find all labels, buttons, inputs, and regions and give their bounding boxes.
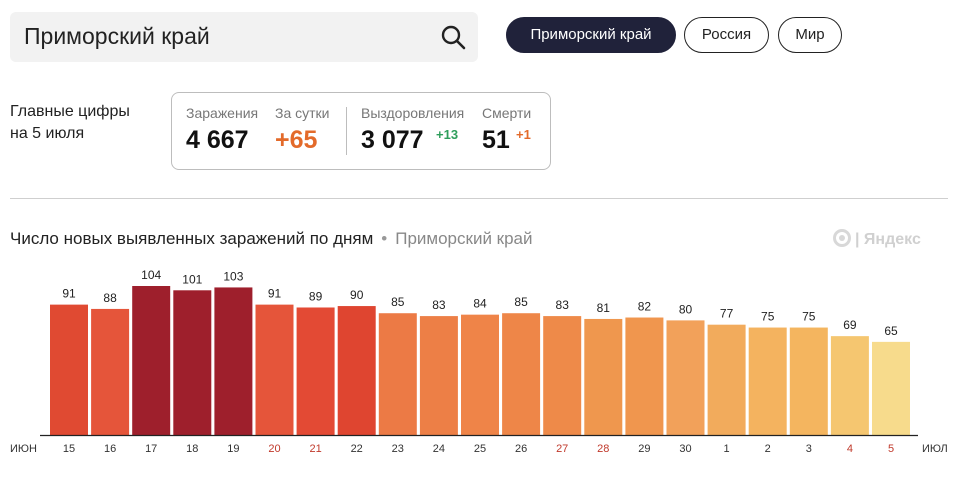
x-tick-label: 22 [351, 443, 363, 455]
search-box[interactable]: Приморский край [10, 12, 478, 62]
x-tick-label: 26 [515, 443, 527, 455]
bar [173, 290, 212, 435]
data-label: 83 [556, 298, 570, 312]
x-tick-label: 2 [765, 443, 771, 455]
data-label: 103 [223, 269, 243, 283]
recovered-label: Выздоровления [361, 105, 465, 121]
summary-divider [346, 107, 347, 155]
region-button-russia[interactable]: Россия [684, 17, 769, 53]
deaths-value: 51 [482, 126, 510, 154]
deaths-delta: +1 [516, 127, 531, 142]
bar [502, 313, 541, 435]
bar [872, 341, 910, 435]
summary-stats: Заражения 4 667 За сутки +65 Выздоровлен… [171, 92, 551, 170]
section-divider [10, 198, 948, 199]
x-tick-label: 15 [63, 443, 75, 455]
bar [132, 286, 171, 435]
recovered-delta: +13 [436, 127, 459, 142]
bar [378, 313, 417, 435]
deaths-label: Смерти [482, 105, 532, 121]
x-tick-label: 4 [847, 443, 853, 455]
infections-value: 4 667 [186, 126, 249, 154]
x-tick-label: 20 [268, 443, 280, 455]
bar [296, 307, 335, 435]
x-tick-label: 28 [597, 443, 609, 455]
data-label: 104 [141, 268, 161, 282]
bar [748, 327, 787, 435]
region-button-primorsky[interactable]: Приморский край [506, 17, 676, 53]
x-axis-end-label: ИЮЛ [922, 443, 948, 455]
bar [666, 320, 705, 435]
data-label: 75 [761, 310, 775, 324]
data-label: 84 [473, 297, 487, 311]
daily-label: За сутки [275, 105, 330, 121]
bar [584, 318, 623, 435]
data-label: 65 [884, 324, 898, 338]
region-button-world[interactable]: Мир [778, 17, 842, 53]
search-input[interactable]: Приморский край [24, 23, 210, 49]
bar [789, 327, 828, 435]
data-label: 89 [309, 289, 323, 303]
x-tick-label: 5 [888, 443, 894, 455]
bar [625, 317, 664, 435]
yandex-logo-icon [833, 229, 851, 247]
infections-label: Заражения [186, 105, 259, 121]
bar [50, 304, 88, 435]
x-tick-label: 30 [679, 443, 691, 455]
chart-title-main: Число новых выявленных заражений по дням [10, 229, 374, 248]
data-label: 75 [802, 310, 816, 324]
bar [830, 336, 869, 435]
bar [707, 324, 746, 435]
bar [461, 314, 499, 435]
search-icon[interactable] [440, 24, 466, 50]
yandex-logo: | Яндекс [833, 229, 921, 249]
x-tick-label: 21 [309, 443, 321, 455]
daily-value: +65 [275, 126, 318, 154]
chart-title-separator: • [381, 229, 388, 248]
yandex-logo-text: | Яндекс [855, 231, 921, 248]
x-tick-label: 25 [474, 443, 486, 455]
x-tick-label: 1 [724, 443, 730, 455]
x-tick-label: 19 [227, 443, 239, 455]
summary-heading: Главные цифры на 5 июля [10, 101, 130, 145]
data-label: 83 [432, 298, 446, 312]
bar-chart: 9115881610417101181031991208921902285238… [10, 268, 948, 455]
data-label: 85 [391, 295, 405, 309]
bar [419, 316, 458, 435]
x-tick-label: 23 [392, 443, 404, 455]
bar [255, 304, 294, 435]
x-tick-label: 3 [806, 443, 812, 455]
x-tick-label: 16 [104, 443, 116, 455]
x-tick-label: 24 [433, 443, 445, 455]
data-label: 101 [182, 272, 202, 286]
data-label: 82 [638, 300, 652, 314]
x-tick-label: 29 [638, 443, 650, 455]
x-tick-label: 18 [186, 443, 198, 455]
data-label: 80 [679, 302, 693, 316]
chart-title-region: Приморский край [395, 229, 533, 248]
data-label: 90 [350, 288, 364, 302]
bar [214, 287, 253, 435]
x-axis-start-label: ИЮН [10, 443, 37, 455]
x-tick-label: 27 [556, 443, 568, 455]
chart-title: Число новых выявленных заражений по дням… [10, 229, 533, 249]
x-tick-label: 17 [145, 443, 157, 455]
data-label: 69 [843, 318, 857, 332]
data-label: 88 [103, 291, 117, 305]
summary-heading-line1: Главные цифры [10, 103, 130, 120]
data-label: 85 [514, 295, 528, 309]
data-label: 81 [597, 301, 611, 315]
data-label: 91 [268, 287, 282, 301]
recovered-value: 3 077 [361, 126, 424, 154]
summary-heading-line2: на 5 июля [10, 125, 85, 142]
bar [543, 316, 582, 435]
bar [337, 306, 376, 435]
bar [91, 308, 130, 435]
data-label: 91 [62, 287, 76, 301]
data-label: 77 [720, 307, 734, 321]
